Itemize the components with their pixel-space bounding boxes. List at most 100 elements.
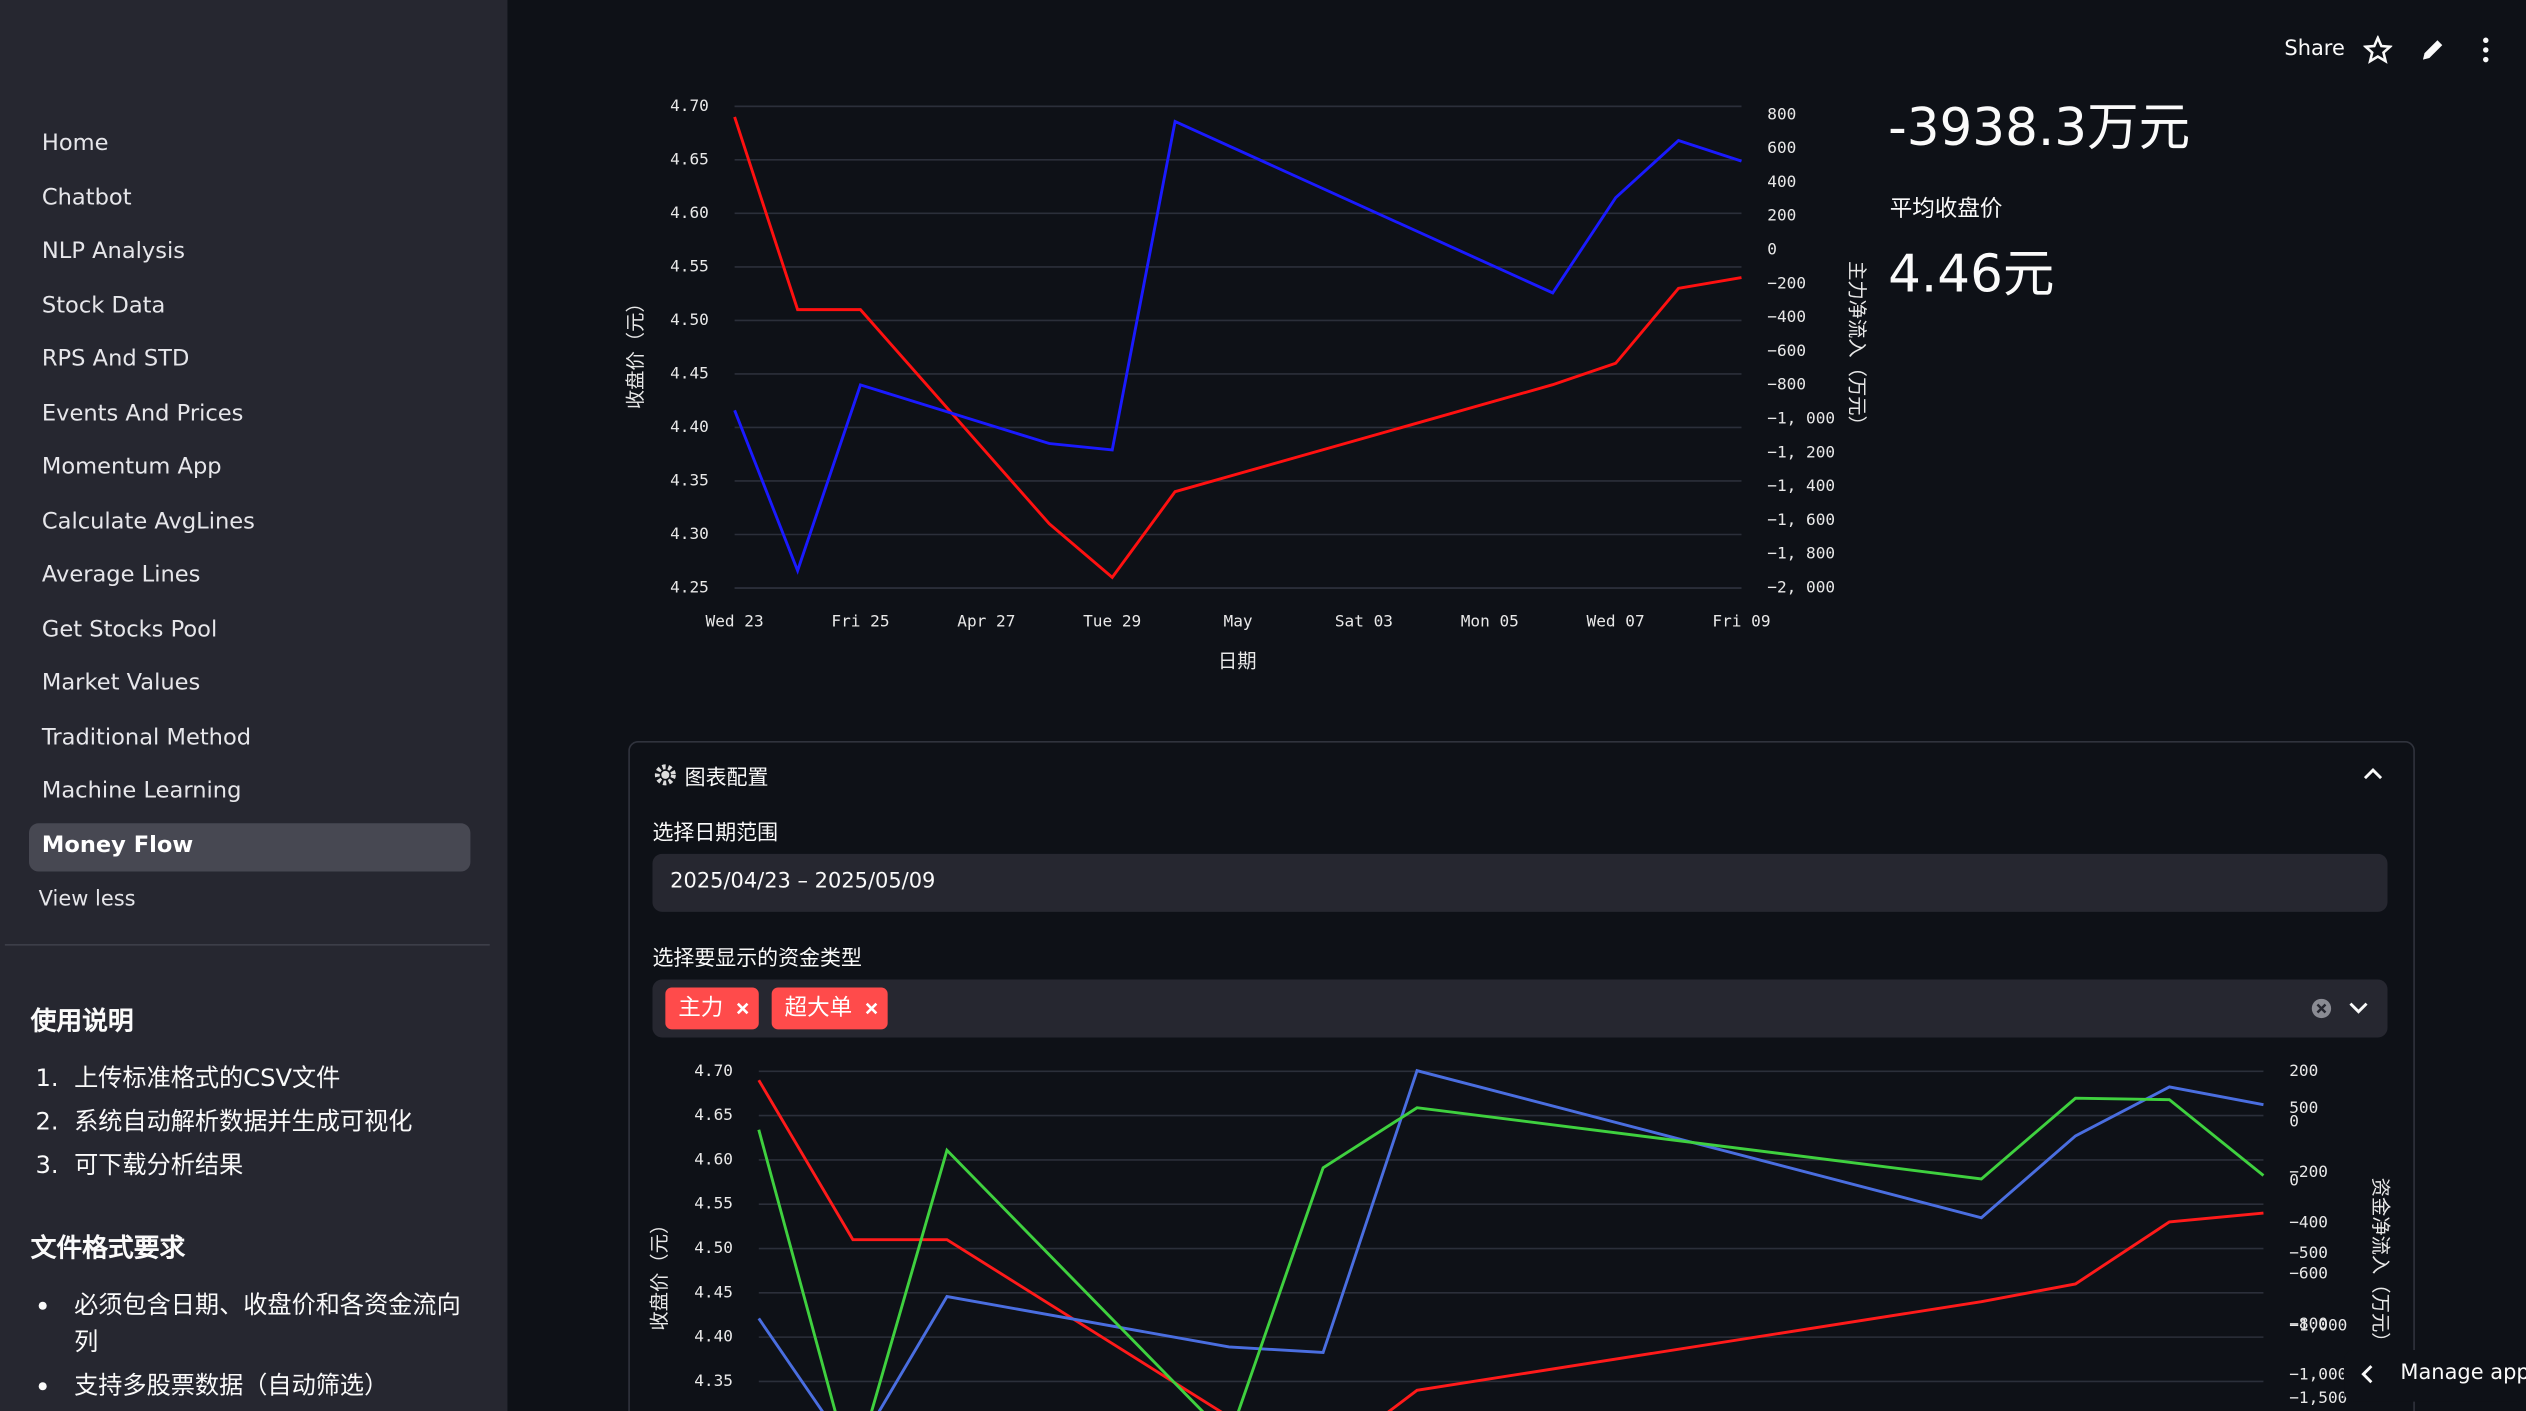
menu-icon[interactable] (2474, 35, 2497, 64)
manage-app-button[interactable] (2344, 1350, 2526, 1402)
x-axis-label: 日期 (1218, 650, 1257, 673)
y2ticks-label: −1,000 (2289, 1365, 2347, 1384)
series-line (733, 119, 1742, 575)
tag-remove[interactable] (865, 1002, 878, 1015)
nav-item[interactable]: Traditional Method (41, 724, 252, 750)
yticks-label: 4.30 (670, 524, 709, 543)
step-text: 上传标准格式的CSV文件 (74, 1063, 341, 1093)
nav-item[interactable]: Money Flow (28, 822, 471, 871)
y2ticks-label: 0 (2289, 1111, 2299, 1130)
nav-item[interactable]: Average Lines (41, 562, 201, 589)
nav-item[interactable]: Home (41, 130, 109, 157)
y3ticks-label: −1,000 (2289, 1315, 2347, 1334)
y2ticks-label: −1, 000 (1767, 409, 1835, 428)
yticks-label: 4.35 (694, 1371, 733, 1390)
format-text: 必须包含日期、收盘价和各资金流向列 (74, 1290, 461, 1357)
y2ticks-label: −1, 800 (1767, 544, 1835, 563)
avg-close-label: 平均收盘价 (1889, 196, 2003, 223)
step-number: 3. (35, 1150, 59, 1180)
nav-item[interactable]: RPS And STD (41, 346, 190, 373)
x-tick-label: Apr 27 (957, 611, 1015, 630)
y2ticks-label: −1, 600 (1767, 510, 1835, 529)
nav-item[interactable]: Calculate AvgLines (41, 508, 255, 535)
y3ticks-label: 500 (2289, 1098, 2318, 1117)
date-value[interactable]: 2025/04/23 – 2025/05/09 (670, 869, 936, 895)
yticks-label: 4.55 (670, 256, 709, 275)
y2-axis-label: 主力净流入（万元） (1845, 261, 1868, 435)
manage-app-label[interactable]: Manage app (2400, 1361, 2526, 1386)
yticks-label: 4.50 (694, 1238, 733, 1257)
avg-close-value: 4.46元 (1888, 243, 2055, 305)
format-title: 文件格式要求 (30, 1232, 186, 1264)
sidebar: Home Chatbot NLP Analysis Stock Data RPS And… (0, 0, 508, 1411)
x-tick-label: Tue 29 (1083, 611, 1141, 630)
date-input[interactable] (652, 853, 2388, 912)
star-icon[interactable] (2363, 35, 2393, 64)
tag-remove[interactable] (736, 1002, 749, 1015)
type-multiselect[interactable]: 主力 超大单 (652, 979, 2388, 1038)
view-less-link[interactable]: View less (38, 887, 136, 912)
nav-item[interactable]: NLP Analysis (41, 238, 186, 265)
y-axis-label: 收盘价（元） (624, 293, 647, 409)
y2ticks-label: 400 (1767, 172, 1796, 191)
yticks-label: 4.40 (694, 1327, 733, 1346)
bullet (38, 1301, 47, 1310)
yticks-label: 4.45 (670, 363, 709, 382)
nav-item[interactable]: Market Values (41, 670, 201, 696)
x-tick-label: Wed 23 (706, 611, 764, 630)
collapse-icon[interactable] (2362, 765, 2385, 781)
y2ticks-label: −400 (1767, 307, 1806, 326)
usage-step: 1. 上传标准格式的CSV文件 (35, 1060, 470, 1097)
usage-title: 使用说明 (30, 1005, 134, 1036)
nav-item[interactable]: Chatbot (41, 184, 132, 211)
step-number: 2. (35, 1106, 59, 1136)
clear-icon[interactable] (2310, 997, 2333, 1020)
x-tick-label: Fri 09 (1712, 611, 1770, 630)
selected-tags: 主力 超大单 (665, 987, 900, 1030)
format-list: 必须包含日期、收盘价和各资金流向列支持多股票数据（自动筛选） (35, 1287, 470, 1411)
config-title[interactable]: 图表配置 (684, 766, 769, 792)
nav-item[interactable]: Get Stocks Pool (41, 616, 218, 642)
edit-icon[interactable] (2420, 37, 2446, 63)
x-tick-label: May (1224, 611, 1253, 630)
y2ticks-label: −2, 000 (1767, 578, 1835, 597)
nav-item[interactable]: Stock Data (41, 292, 166, 319)
series-line (757, 1096, 2265, 1411)
y2ticks-label: 200 (1767, 206, 1796, 225)
selected-tag[interactable]: 超大单 (771, 987, 888, 1030)
x-tick-label: Wed 07 (1587, 611, 1645, 630)
y2ticks-label: 200 (2289, 1061, 2318, 1080)
format-text: 支持多股票数据（自动筛选） (74, 1370, 389, 1400)
nav-item[interactable]: Machine Learning (41, 778, 242, 804)
sidebar-separator (4, 944, 490, 946)
series-line (757, 1068, 2264, 1411)
nav-item[interactable]: Momentum App (41, 454, 222, 481)
series-line (757, 1079, 2264, 1411)
y3ticks-label: −500 (2289, 1243, 2328, 1262)
bullet (38, 1382, 47, 1391)
dropdown-icon[interactable] (2347, 1000, 2370, 1016)
nav-item[interactable]: Events And Prices (41, 400, 244, 427)
format-item: 支持多股票数据（自动筛选） (35, 1368, 470, 1405)
share-button[interactable]: Share (2284, 37, 2345, 62)
yticks-label: 4.25 (670, 578, 709, 597)
y2ticks-label: −1, 400 (1767, 476, 1835, 495)
config-expander (628, 741, 2415, 1411)
selected-tag[interactable]: 主力 (665, 987, 759, 1030)
format-item: 必须包含日期、收盘价和各资金流向列 (35, 1287, 470, 1361)
y2-axis-label: 资金净流入（万元） (2369, 1178, 2392, 1352)
x-tick-label: Sat 03 (1335, 611, 1393, 630)
yticks-label: 4.40 (670, 417, 709, 436)
usage-step: 3. 可下载分析结果 (35, 1147, 470, 1184)
date-label: 选择日期范围 (652, 821, 779, 846)
yticks-label: 4.70 (694, 1061, 733, 1080)
yticks-label: 4.45 (694, 1282, 733, 1301)
y2ticks-label: −1, 200 (1767, 442, 1835, 461)
sidebar-nav: Home Chatbot NLP Analysis Stock Data RPS And… (28, 121, 471, 877)
manage-app-chevron[interactable] (2357, 1363, 2376, 1386)
y2ticks-label: −600 (2289, 1263, 2328, 1282)
y2ticks-label: −200 (2289, 1162, 2328, 1181)
step-text: 系统自动解析数据并生成可视化 (74, 1106, 413, 1136)
x-tick-label: Mon 05 (1461, 611, 1519, 630)
tag-text: 超大单 (784, 995, 853, 1022)
